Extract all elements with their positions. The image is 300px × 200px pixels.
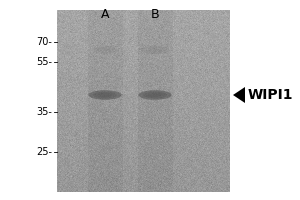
Ellipse shape [143,92,167,98]
Text: B: B [151,7,159,21]
Ellipse shape [145,47,165,53]
Ellipse shape [93,46,117,54]
Ellipse shape [98,93,112,97]
Text: 35-: 35- [36,107,52,117]
Ellipse shape [148,93,162,97]
Ellipse shape [138,90,172,100]
Ellipse shape [96,47,114,53]
Text: WIPI1: WIPI1 [248,88,293,102]
Text: 55-: 55- [36,57,52,67]
Polygon shape [233,87,245,103]
Ellipse shape [88,90,122,100]
Ellipse shape [141,46,169,54]
Ellipse shape [93,92,117,98]
Ellipse shape [96,145,114,151]
Text: 25-: 25- [36,147,52,157]
Text: 70-: 70- [36,37,52,47]
Text: A: A [101,7,109,21]
